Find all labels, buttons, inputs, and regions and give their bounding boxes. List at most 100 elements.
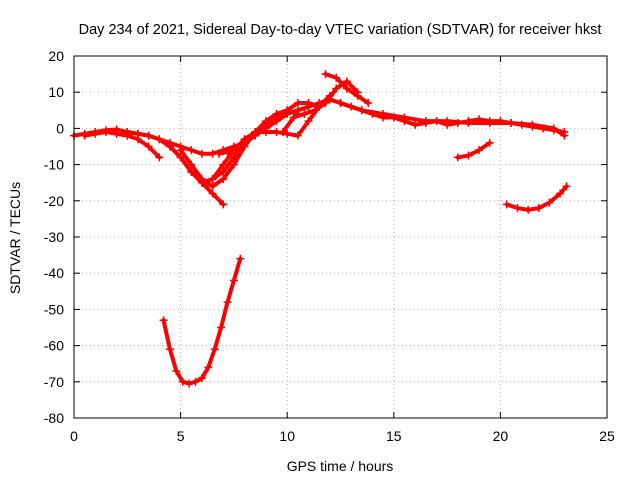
data-point bbox=[219, 167, 228, 176]
data-point bbox=[272, 113, 281, 122]
data-point bbox=[229, 153, 238, 162]
data-point bbox=[208, 182, 217, 191]
series-track-9 bbox=[321, 70, 373, 108]
data-point bbox=[560, 128, 569, 137]
data-point bbox=[411, 120, 420, 129]
data-point bbox=[159, 316, 168, 325]
data-point bbox=[332, 73, 341, 82]
data-point bbox=[187, 146, 196, 155]
data-point bbox=[197, 374, 206, 383]
series-track-12 bbox=[453, 138, 494, 162]
y-tick-label: -50 bbox=[44, 301, 64, 317]
data-point bbox=[191, 377, 200, 386]
data-point bbox=[217, 323, 226, 332]
data-point bbox=[353, 91, 362, 100]
x-tick-label: 25 bbox=[599, 428, 615, 444]
data-point bbox=[155, 135, 164, 144]
data-point bbox=[453, 118, 462, 127]
y-axis-label: SDTVAR / TECUs bbox=[7, 182, 23, 294]
data-point bbox=[219, 175, 228, 184]
data-point bbox=[229, 160, 238, 169]
data-point bbox=[502, 200, 511, 209]
data-point bbox=[300, 109, 309, 118]
data-point bbox=[513, 204, 522, 213]
data-point bbox=[178, 377, 187, 386]
y-tick-label: 10 bbox=[48, 84, 64, 100]
x-tick-label: 5 bbox=[177, 428, 185, 444]
data-point bbox=[176, 146, 185, 155]
data-point bbox=[197, 175, 206, 184]
data-point bbox=[219, 200, 228, 209]
data-point bbox=[101, 128, 110, 137]
data-point bbox=[389, 113, 398, 122]
data-point bbox=[379, 109, 388, 118]
data-point bbox=[507, 118, 516, 127]
data-point bbox=[453, 153, 462, 162]
data-point bbox=[293, 131, 302, 140]
data-point bbox=[232, 146, 241, 155]
y-tick-label: -20 bbox=[44, 193, 64, 209]
data-point bbox=[496, 117, 505, 126]
data-point bbox=[556, 189, 565, 198]
data-point bbox=[251, 128, 260, 137]
y-tick-label: -80 bbox=[44, 410, 64, 426]
x-tick-label: 0 bbox=[70, 428, 78, 444]
data-point bbox=[144, 131, 153, 140]
data-point bbox=[278, 128, 287, 137]
data-point bbox=[421, 118, 430, 127]
data-point bbox=[172, 366, 181, 375]
data-point bbox=[517, 120, 526, 129]
data-point bbox=[208, 175, 217, 184]
data-point bbox=[283, 129, 292, 138]
ticks: 0 5 10 15 20 25 20 10 0 -10 -20 -30 -40 -50 -60 -70 -80 bbox=[44, 48, 615, 444]
series-line bbox=[455, 140, 492, 160]
data-point bbox=[144, 142, 153, 151]
data-point bbox=[210, 345, 219, 354]
y-tick-label: -30 bbox=[44, 229, 64, 245]
data-point bbox=[534, 204, 543, 213]
data-point bbox=[539, 124, 548, 133]
data-point bbox=[240, 138, 249, 147]
data-point bbox=[400, 117, 409, 126]
data-point bbox=[528, 122, 537, 131]
data-point bbox=[293, 99, 302, 108]
data-point bbox=[342, 84, 351, 93]
x-tick-label: 10 bbox=[279, 428, 295, 444]
data-point bbox=[165, 142, 174, 151]
data-point bbox=[223, 298, 232, 307]
data-point bbox=[176, 153, 185, 162]
data-point bbox=[283, 106, 292, 115]
data-point bbox=[336, 99, 345, 108]
data-point bbox=[155, 153, 164, 162]
data-point bbox=[321, 70, 330, 79]
y-tick-label: -40 bbox=[44, 265, 64, 281]
y-tick-label: -10 bbox=[44, 157, 64, 173]
data-point bbox=[289, 113, 298, 122]
series-track-11 bbox=[389, 113, 569, 137]
series-track-7 bbox=[214, 99, 324, 158]
data-point bbox=[524, 205, 533, 214]
y-tick-label: 0 bbox=[56, 120, 64, 136]
data-point bbox=[133, 129, 142, 138]
data-point bbox=[464, 151, 473, 160]
data-point bbox=[304, 117, 313, 126]
data-point bbox=[123, 128, 132, 137]
series-track-13 bbox=[502, 182, 571, 214]
data-point bbox=[91, 129, 100, 138]
x-axis-label: GPS time / hours bbox=[287, 458, 394, 474]
data-point bbox=[485, 117, 494, 126]
series-group bbox=[70, 70, 571, 388]
data-point bbox=[549, 126, 558, 135]
data-point bbox=[261, 128, 270, 137]
data-point bbox=[364, 99, 373, 108]
data-point bbox=[321, 99, 330, 108]
data-point bbox=[223, 147, 232, 156]
data-point bbox=[545, 198, 554, 207]
data-point bbox=[187, 167, 196, 176]
x-tick-label: 20 bbox=[493, 428, 509, 444]
data-point bbox=[562, 182, 571, 191]
data-point bbox=[197, 149, 206, 158]
grid bbox=[74, 56, 607, 418]
series-track-14 bbox=[159, 254, 245, 388]
